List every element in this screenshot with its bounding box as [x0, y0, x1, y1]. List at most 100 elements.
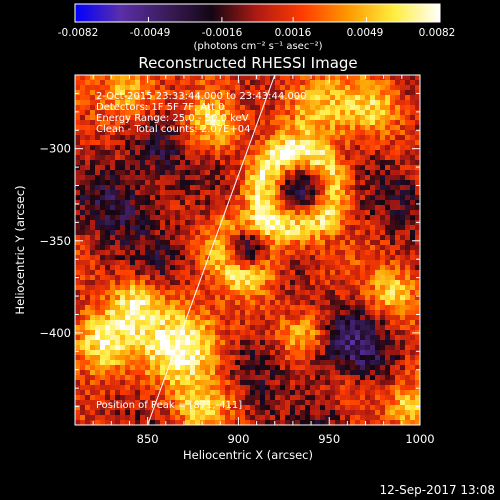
heatmap-cell: [265, 320, 271, 326]
heatmap-cell: [400, 75, 406, 81]
heatmap-cell: [395, 145, 401, 151]
heatmap-cell: [140, 400, 146, 406]
heatmap-cell: [130, 175, 136, 181]
heatmap-cell: [385, 330, 391, 336]
heatmap-cell: [360, 120, 366, 126]
heatmap-cell: [285, 135, 291, 141]
heatmap-cell: [285, 130, 291, 136]
heatmap-cell: [75, 110, 81, 116]
heatmap-cell: [380, 110, 386, 116]
heatmap-cell: [400, 300, 406, 306]
heatmap-cell: [385, 415, 391, 421]
heatmap-cell: [315, 180, 321, 186]
heatmap-cell: [195, 120, 201, 126]
heatmap-cell: [415, 395, 420, 401]
heatmap-cell: [295, 325, 301, 331]
heatmap-cell: [80, 100, 86, 106]
heatmap-cell: [145, 325, 151, 331]
heatmap-cell: [255, 335, 261, 341]
heatmap-cell: [285, 200, 291, 206]
heatmap-cell: [310, 105, 316, 111]
heatmap-cell: [115, 320, 121, 326]
heatmap-cell: [220, 350, 226, 356]
heatmap-cell: [195, 80, 201, 86]
heatmap-cell: [255, 130, 261, 136]
heatmap-cell: [80, 405, 86, 411]
heatmap-cell: [295, 115, 301, 121]
heatmap-cell: [120, 215, 126, 221]
heatmap-cell: [165, 200, 171, 206]
heatmap-cell: [390, 355, 396, 361]
heatmap-cell: [75, 160, 81, 166]
heatmap-cell: [140, 415, 146, 421]
heatmap-cell: [310, 210, 316, 216]
heatmap-cell: [250, 360, 256, 366]
heatmap-cell: [340, 175, 346, 181]
heatmap-cell: [330, 80, 336, 86]
heatmap-cell: [330, 150, 336, 156]
heatmap-cell: [250, 230, 256, 236]
heatmap-cell: [415, 80, 420, 86]
heatmap-cell: [125, 275, 131, 281]
heatmap-cell: [350, 405, 356, 411]
heatmap-cell: [295, 170, 301, 176]
annotation-block: 2-Oct-2015 23:33:44.000 to 23:43:44.000 …: [96, 91, 307, 135]
heatmap-cell: [215, 255, 221, 261]
heatmap-cell: [350, 400, 356, 406]
heatmap-cell: [220, 300, 226, 306]
heatmap-cell: [95, 250, 101, 256]
heatmap-cell: [80, 140, 86, 146]
heatmap-cell: [285, 105, 291, 111]
heatmap-cell: [195, 280, 201, 286]
heatmap-cell: [365, 255, 371, 261]
heatmap-cell: [95, 90, 101, 96]
heatmap-cell: [100, 310, 106, 316]
heatmap-cell: [135, 415, 141, 421]
heatmap-cell: [205, 190, 211, 196]
heatmap-cell: [230, 95, 236, 101]
heatmap-cell: [190, 420, 196, 425]
heatmap-cell: [90, 80, 96, 86]
heatmap-cell: [360, 260, 366, 266]
heatmap-cell: [155, 230, 161, 236]
heatmap-cell: [140, 110, 146, 116]
heatmap-cell: [360, 85, 366, 91]
heatmap-cell: [335, 180, 341, 186]
heatmap-cell: [285, 415, 291, 421]
heatmap-cell: [165, 140, 171, 146]
heatmap-cell: [155, 285, 161, 291]
heatmap-cell: [355, 185, 361, 191]
heatmap-cell: [140, 175, 146, 181]
heatmap-cell: [115, 300, 121, 306]
heatmap-cell: [110, 405, 116, 411]
heatmap-cell: [245, 365, 251, 371]
heatmap-cell: [340, 170, 346, 176]
heatmap-cell: [350, 105, 356, 111]
heatmap-cell: [90, 385, 96, 391]
heatmap-cell: [195, 315, 201, 321]
heatmap-cell: [145, 145, 151, 151]
heatmap-cell: [110, 75, 116, 81]
heatmap-cell: [365, 135, 371, 141]
heatmap-cell: [405, 215, 411, 221]
heatmap-cell: [330, 325, 336, 331]
heatmap-cell: [280, 245, 286, 251]
heatmap-cell: [170, 185, 176, 191]
heatmap-cell: [110, 165, 116, 171]
heatmap-cell: [415, 260, 420, 266]
heatmap-cell: [100, 135, 106, 141]
heatmap-cell: [325, 125, 331, 131]
heatmap-cell: [240, 215, 246, 221]
heatmap-cell: [105, 210, 111, 216]
heatmap-cell: [305, 395, 311, 401]
heatmap-cell: [230, 190, 236, 196]
heatmap-cell: [265, 400, 271, 406]
heatmap-cell: [110, 325, 116, 331]
heatmap-cell: [80, 300, 86, 306]
heatmap-cell: [165, 190, 171, 196]
heatmap-cell: [200, 130, 206, 136]
heatmap-cell: [390, 160, 396, 166]
heatmap-cell: [225, 80, 231, 86]
heatmap-cell: [290, 315, 296, 321]
heatmap-cell: [205, 185, 211, 191]
